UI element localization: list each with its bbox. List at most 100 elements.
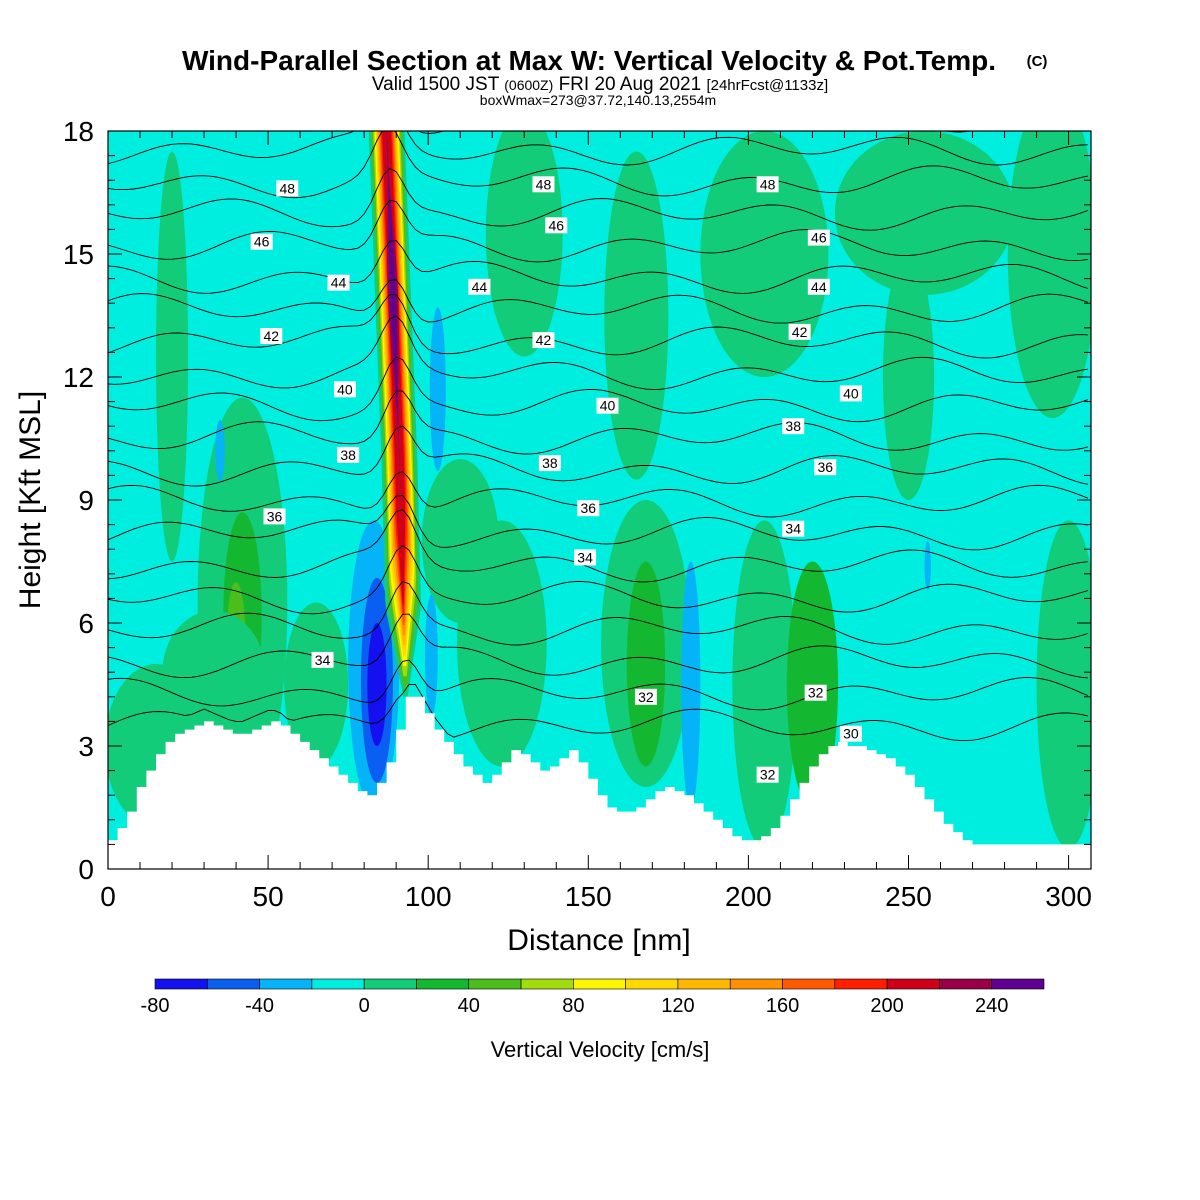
y-axis-label: Height [Kft MSL] xyxy=(14,391,47,609)
contour-label: 42 xyxy=(532,332,555,349)
svg-text:38: 38 xyxy=(542,455,558,471)
contour-label: 36 xyxy=(577,500,600,517)
chart-title: Wind-Parallel Section at Max W: Vertical… xyxy=(182,45,996,76)
y-tick-label: 12 xyxy=(63,362,94,393)
box-max-info: boxWmax=273@37.72,140.13,2554m xyxy=(480,92,716,108)
svg-text:34: 34 xyxy=(315,652,331,668)
svg-text:40: 40 xyxy=(337,381,353,397)
updraft-core xyxy=(368,131,421,697)
contour-label: 36 xyxy=(263,508,286,525)
chart-subtitle: Valid 1500 JST (0600Z) FRI 20 Aug 2021 [… xyxy=(372,74,828,95)
contour-label: 46 xyxy=(545,217,568,234)
contour-labels: 48 48 48 46 46 46 44 44 44 42 42 42 40 40 40 38 38 38 36 36… xyxy=(250,176,862,783)
contour-label: 42 xyxy=(260,328,283,344)
svg-text:44: 44 xyxy=(472,279,488,295)
x-tick-label: 200 xyxy=(725,881,772,912)
svg-text:42: 42 xyxy=(264,328,280,344)
contour-label: 40 xyxy=(596,397,619,414)
colorbar-tick-label: 0 xyxy=(359,995,370,1017)
svg-text:48: 48 xyxy=(280,180,296,196)
x-tick-label: 0 xyxy=(100,881,116,912)
terrain-silhouette xyxy=(108,696,1091,869)
contour-label: 48 xyxy=(276,180,299,197)
colorbar-swatch xyxy=(677,978,731,990)
colorbar-tick-label: 240 xyxy=(975,995,1008,1017)
y-tick-label: 9 xyxy=(78,485,94,516)
colorbar-swatch xyxy=(416,978,470,990)
potential-temperature-contours xyxy=(108,131,1088,742)
x-axis-label: Distance [nm] xyxy=(507,924,690,957)
svg-text:42: 42 xyxy=(792,324,808,340)
colorbar-tick-label: 200 xyxy=(870,995,903,1017)
x-tick-label: 150 xyxy=(565,881,612,912)
contour-label: 42 xyxy=(788,323,811,340)
svg-text:30: 30 xyxy=(843,726,859,742)
colorbar-label: Vertical Velocity [cm/s] xyxy=(491,1037,710,1062)
contour-label: 38 xyxy=(782,418,805,435)
x-axis-ticks: 0 50 100 150 200 250 300 xyxy=(100,131,1092,912)
colorbar-swatch xyxy=(625,978,679,990)
contour-label: 32 xyxy=(804,684,827,701)
svg-text:46: 46 xyxy=(254,234,270,250)
svg-text:48: 48 xyxy=(536,176,552,192)
contour-label: 34 xyxy=(574,549,597,566)
svg-text:46: 46 xyxy=(811,230,827,246)
contour-label: 40 xyxy=(839,385,862,402)
velocity-colorbar: -80 -40 0 40 80 120 160 200 240 xyxy=(141,978,1045,1017)
colorbar-tick-label: 160 xyxy=(766,995,799,1017)
contour-label: 38 xyxy=(538,455,561,472)
contour-label: 40 xyxy=(333,381,356,398)
svg-text:32: 32 xyxy=(760,767,776,783)
x-tick-label: 300 xyxy=(1045,881,1092,912)
colorbar-swatch xyxy=(939,978,993,990)
svg-text:32: 32 xyxy=(808,685,824,701)
y-tick-label: 6 xyxy=(78,608,94,639)
colorbar-tick-label: 80 xyxy=(562,995,584,1017)
subtitle-forecast: [24hrFcst@1133z] xyxy=(706,77,828,94)
svg-text:42: 42 xyxy=(536,332,552,348)
y-tick-label: 0 xyxy=(78,854,94,885)
contour-label: 46 xyxy=(807,229,830,246)
svg-text:32: 32 xyxy=(638,689,654,705)
colorbar-tick-label: -40 xyxy=(245,995,274,1017)
colorbar-swatch xyxy=(259,978,313,990)
contour-label: 44 xyxy=(807,278,830,295)
colorbar-swatch xyxy=(886,978,940,990)
contour-label: 48 xyxy=(532,176,555,193)
contour-label: 48 xyxy=(756,176,779,193)
colorbar-swatch xyxy=(729,978,783,990)
contour-label: 32 xyxy=(756,766,779,783)
svg-text:40: 40 xyxy=(843,385,859,401)
svg-text:44: 44 xyxy=(331,275,347,291)
colorbar-swatch xyxy=(573,978,626,990)
contour-label: 46 xyxy=(250,233,273,250)
colorbar-tick-label: 120 xyxy=(661,995,694,1017)
colorbar-swatch xyxy=(154,978,208,990)
x-tick-label: 100 xyxy=(405,881,452,912)
contour-label: 44 xyxy=(468,278,491,295)
y-tick-label: 18 xyxy=(63,116,94,147)
contour-label: 34 xyxy=(782,520,805,537)
subtitle-utc: (0600Z) xyxy=(504,77,553,93)
y-tick-label: 15 xyxy=(63,239,94,270)
contour-label: 32 xyxy=(634,688,657,705)
contour-label: 36 xyxy=(814,459,837,476)
svg-text:40: 40 xyxy=(600,398,616,414)
colorbar-swatch xyxy=(834,978,888,990)
colorbar-tick-label: 40 xyxy=(458,995,480,1017)
contour-label: 38 xyxy=(337,446,360,463)
svg-text:46: 46 xyxy=(548,217,564,233)
y-tick-label: 3 xyxy=(78,731,94,762)
colorbar-swatch xyxy=(363,978,417,990)
x-tick-label: 250 xyxy=(885,881,932,912)
subtitle-date: FRI 20 Aug 2021 xyxy=(559,74,702,95)
colorbar-swatch xyxy=(520,978,574,990)
contour-label: 44 xyxy=(327,274,350,291)
svg-text:48: 48 xyxy=(760,176,776,192)
svg-text:36: 36 xyxy=(581,500,597,516)
contour-label: 30 xyxy=(839,725,862,742)
colorbar-swatch xyxy=(311,978,365,990)
svg-text:44: 44 xyxy=(811,279,827,295)
